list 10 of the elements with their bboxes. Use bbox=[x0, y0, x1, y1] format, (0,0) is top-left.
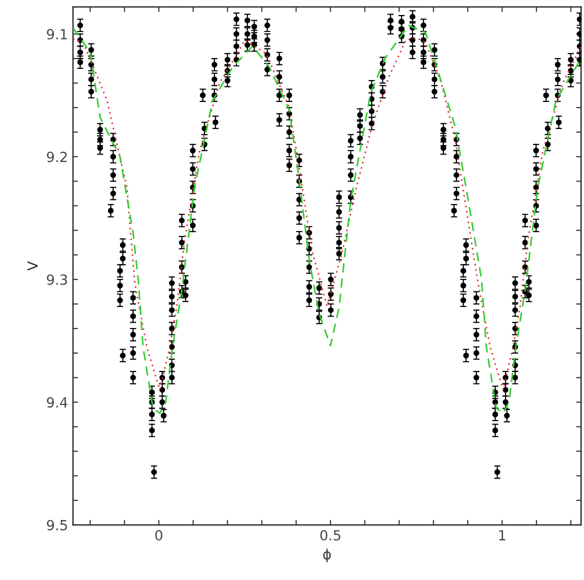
y-axis-title: V bbox=[27, 261, 38, 271]
y-tick-label: 9.3 bbox=[46, 274, 68, 285]
y-tick-label: 9.1 bbox=[46, 28, 67, 40]
y-tick-label: 9.4 bbox=[46, 397, 68, 408]
x-tick-label: 1 bbox=[499, 530, 506, 540]
x-axis-title: ϕ bbox=[323, 548, 331, 562]
y-tick-label: 9.2 bbox=[46, 152, 67, 162]
x-tick-label: 0.5 bbox=[320, 530, 340, 541]
y-tick-label: 9.5 bbox=[46, 520, 67, 530]
x-tick-label: 0 bbox=[155, 530, 162, 541]
